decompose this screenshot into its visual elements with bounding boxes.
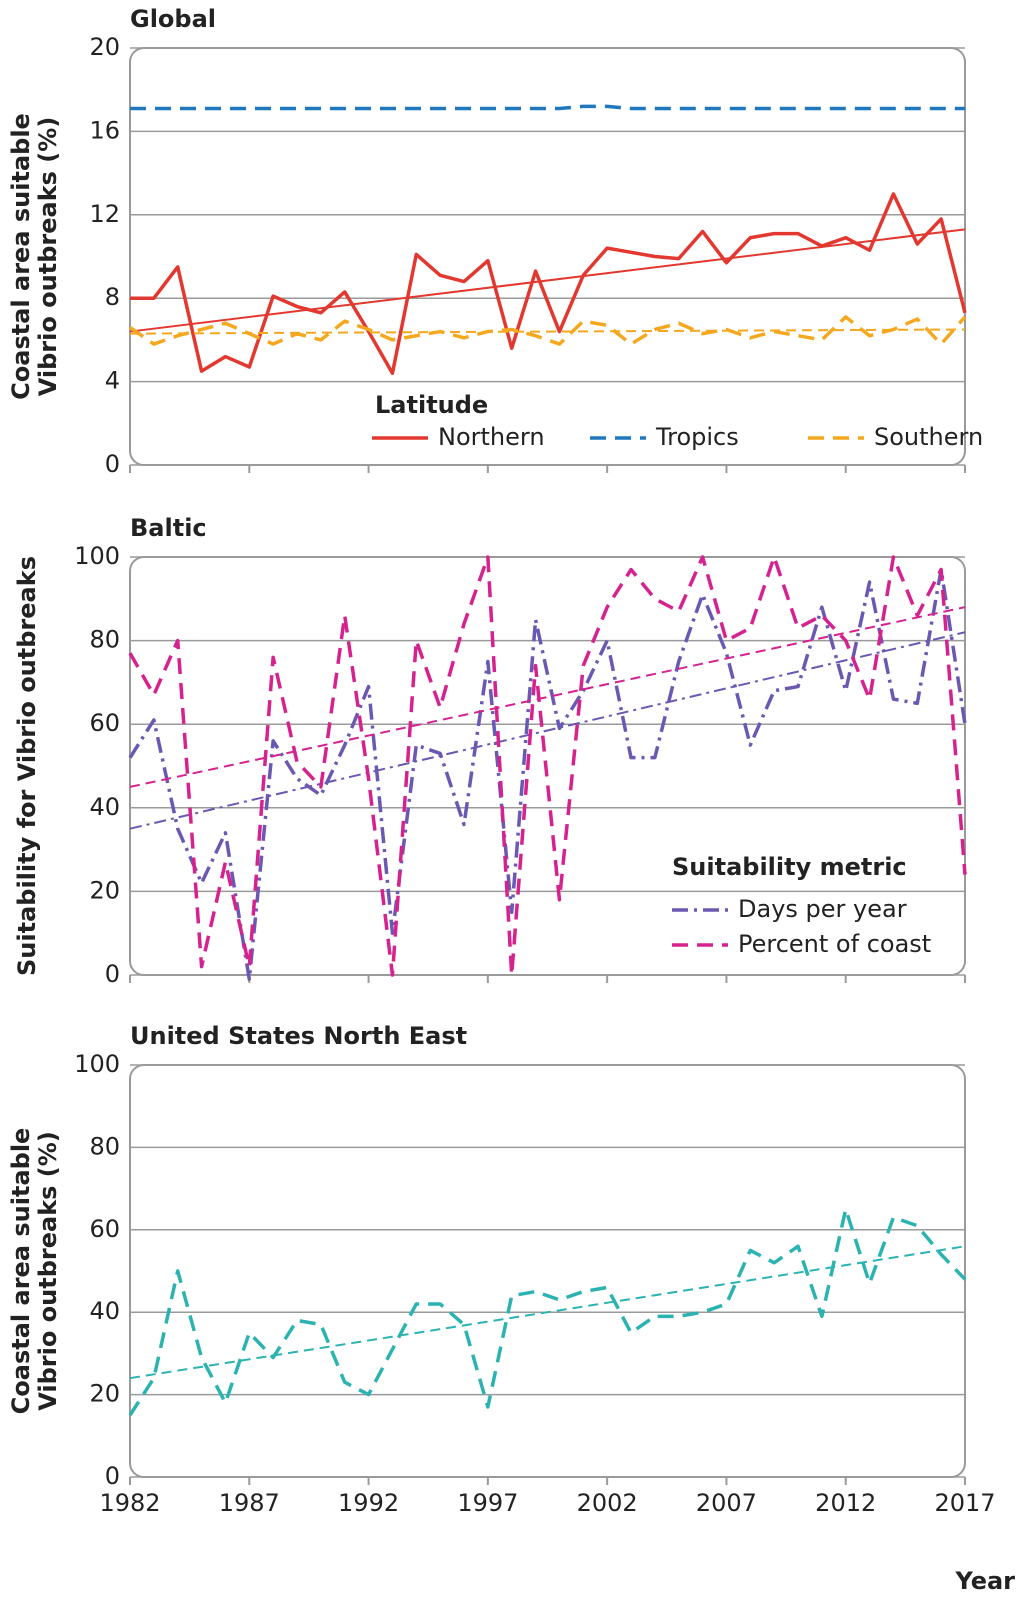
trend-line	[129, 328, 966, 335]
legend-label: Northern	[438, 423, 545, 451]
plot-frame	[129, 47, 966, 466]
x-tick-label: 2017	[934, 1489, 995, 1517]
legend-label: Southern	[874, 423, 983, 451]
y-tick-label: 100	[74, 542, 120, 570]
legend-label: Tropics	[655, 423, 739, 451]
data-line	[128, 1207, 967, 1417]
y-tick-label: 60	[89, 1215, 120, 1243]
x-tick-label: 2007	[696, 1489, 757, 1517]
x-tick-label: 1982	[99, 1489, 160, 1517]
y-tick-label: 100	[74, 1050, 120, 1078]
data-line	[130, 192, 967, 376]
y-tick-label: 40	[89, 793, 120, 821]
y-axis-label: Vibrio outbreaks (%)	[34, 1131, 62, 1411]
y-tick-label: 20	[89, 876, 120, 904]
y-tick-label: 0	[105, 960, 120, 988]
trend-line	[129, 606, 966, 788]
data-line	[128, 315, 967, 346]
y-tick-label: 16	[89, 116, 120, 144]
trend-line	[129, 228, 966, 333]
x-axis-label: Year	[955, 1567, 1016, 1595]
y-axis-label: Coastal area suitable	[7, 113, 35, 400]
y-axis-label: Suitability for Vibrio outbreaks	[13, 556, 41, 976]
legend-title: Latitude	[375, 391, 488, 419]
chart-title: Baltic	[130, 514, 207, 542]
y-tick-label: 0	[105, 1462, 120, 1490]
chart-title: United States North East	[130, 1022, 467, 1050]
y-tick-label: 80	[89, 1132, 120, 1160]
x-tick-label: 2012	[815, 1489, 876, 1517]
data-line	[130, 104, 965, 111]
y-tick-label: 40	[89, 1297, 120, 1325]
x-tick-label: 1992	[338, 1489, 399, 1517]
legend-label: Days per year	[738, 895, 907, 923]
chart-title: Global	[130, 5, 216, 33]
data-line	[128, 567, 967, 981]
y-tick-label: 20	[89, 33, 120, 61]
y-axis-label: Vibrio outbreaks (%)	[34, 117, 62, 397]
y-tick-label: 80	[89, 626, 120, 654]
plot-frame	[129, 556, 966, 976]
x-tick-label: 1987	[219, 1489, 280, 1517]
data-line	[128, 555, 967, 977]
x-tick-label: 1997	[457, 1489, 518, 1517]
legend-title: Suitability metric	[672, 853, 907, 881]
y-axis-label: Coastal area suitable	[7, 1128, 35, 1415]
y-tick-label: 0	[105, 450, 120, 478]
y-tick-label: 4	[105, 367, 120, 395]
trend-line	[129, 1245, 966, 1380]
x-tick-label: 2002	[577, 1489, 638, 1517]
y-tick-label: 20	[89, 1380, 120, 1408]
y-tick-label: 60	[89, 709, 120, 737]
legend-label: Percent of coast	[738, 930, 931, 958]
y-tick-label: 12	[89, 200, 120, 228]
y-tick-label: 8	[105, 283, 120, 311]
plot-frame	[129, 1064, 966, 1478]
